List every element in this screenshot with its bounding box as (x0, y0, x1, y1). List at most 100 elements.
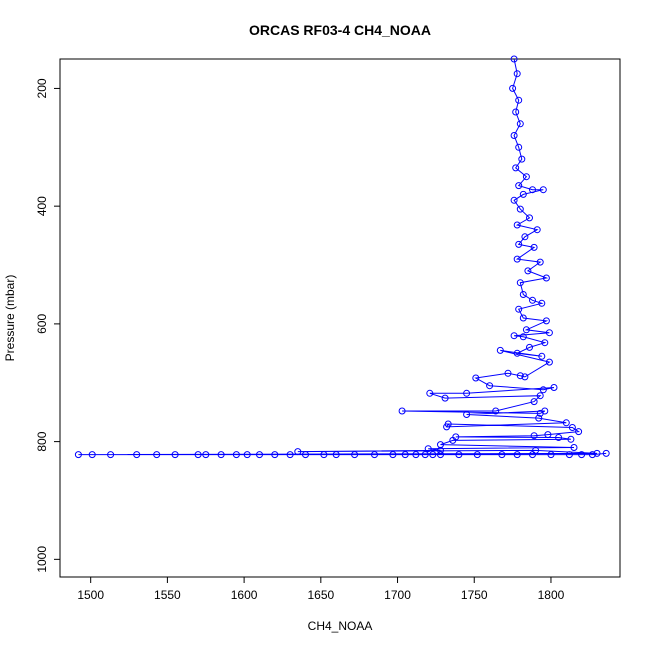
data-point (463, 411, 471, 418)
data-point (535, 414, 543, 422)
data-point (256, 451, 263, 459)
data-point (473, 451, 481, 459)
data-point (539, 386, 547, 394)
y-tick-label: 1000 (35, 546, 49, 573)
data-point (455, 451, 463, 459)
y-axis-label: Pressure (mbar) (3, 275, 17, 362)
data-point (547, 451, 555, 459)
data-point (232, 451, 240, 459)
data-point (486, 382, 494, 390)
data-point (463, 389, 471, 397)
data-point (510, 55, 518, 63)
chart-title: ORCAS RF03-4 CH4_NOAA (249, 22, 431, 38)
y-tick-label: 400 (35, 196, 49, 216)
data-point (570, 444, 578, 451)
data-point (602, 449, 610, 457)
x-tick-label: 1700 (384, 588, 411, 602)
data-point (538, 299, 546, 307)
data-point (286, 451, 294, 459)
data-point (521, 233, 529, 241)
data-point (516, 120, 524, 128)
data-point (593, 449, 601, 457)
data-point (545, 329, 553, 337)
data-point (526, 343, 533, 351)
data-point (351, 451, 359, 459)
data-point (371, 451, 378, 459)
data-point (550, 384, 558, 391)
data-point (518, 155, 526, 163)
data-point (426, 389, 434, 397)
data-point (516, 372, 524, 380)
data-point (542, 317, 550, 325)
data-point (153, 451, 161, 459)
data-point (243, 451, 251, 459)
data-point (513, 451, 521, 459)
data-point (529, 451, 536, 459)
data-point (524, 267, 532, 275)
x-tick-label: 1750 (461, 588, 488, 602)
data-point (74, 451, 82, 459)
data-point (562, 419, 570, 427)
data-point (515, 240, 523, 248)
data-point (133, 451, 141, 459)
data-point (437, 446, 444, 454)
data-point (449, 436, 457, 444)
data-point (522, 173, 530, 181)
data-point (538, 352, 546, 360)
data-point (530, 398, 538, 406)
data-point (512, 108, 520, 116)
x-tick-label: 1500 (77, 588, 104, 602)
data-point (529, 296, 536, 304)
data-point (510, 132, 518, 139)
data-point (568, 424, 576, 431)
data-point (536, 392, 544, 400)
data-point (515, 143, 523, 151)
y-axis: 200 400 600 800 1000 (35, 78, 61, 573)
data-point (194, 451, 202, 459)
data-point (88, 451, 96, 459)
data-point (536, 258, 544, 266)
data-point (510, 196, 518, 204)
data-point (516, 205, 524, 213)
data-point (533, 226, 541, 234)
data-point (332, 451, 340, 459)
data-point (496, 346, 504, 354)
data-point (515, 96, 523, 104)
data-point (513, 349, 521, 357)
data-point (565, 451, 573, 459)
data-point (202, 451, 210, 459)
data-point (515, 182, 523, 190)
data-point (271, 451, 279, 459)
data-point (424, 445, 432, 453)
y-tick-label: 200 (35, 78, 49, 98)
x-tick-label: 1650 (307, 588, 334, 602)
x-axis-label: CH4_NOAA (308, 619, 373, 633)
data-point (519, 190, 527, 198)
data-point (513, 221, 521, 229)
data-point (519, 333, 527, 341)
data-point (398, 407, 406, 415)
data-point (522, 326, 530, 334)
plot-area (74, 55, 610, 459)
y-tick-label: 600 (35, 314, 49, 334)
data-point (504, 369, 512, 377)
series-line (78, 58, 607, 456)
data-point (513, 70, 521, 78)
data-point (107, 451, 115, 459)
data-point (401, 451, 409, 459)
data-point (544, 431, 552, 439)
data-point (421, 451, 429, 459)
x-tick-label: 1550 (154, 588, 181, 602)
data-point (510, 332, 518, 340)
data-point (217, 451, 225, 459)
data-point (513, 255, 521, 263)
x-tick-label: 1600 (231, 588, 258, 602)
data-point (588, 451, 596, 459)
x-axis: 1500 1550 1600 1650 1700 1750 1800 (77, 576, 565, 602)
data-point (320, 451, 328, 459)
data-point (498, 451, 506, 459)
data-point (294, 448, 302, 456)
data-point (542, 274, 550, 282)
data-point (526, 214, 533, 222)
y-tick-label: 800 (35, 431, 49, 451)
